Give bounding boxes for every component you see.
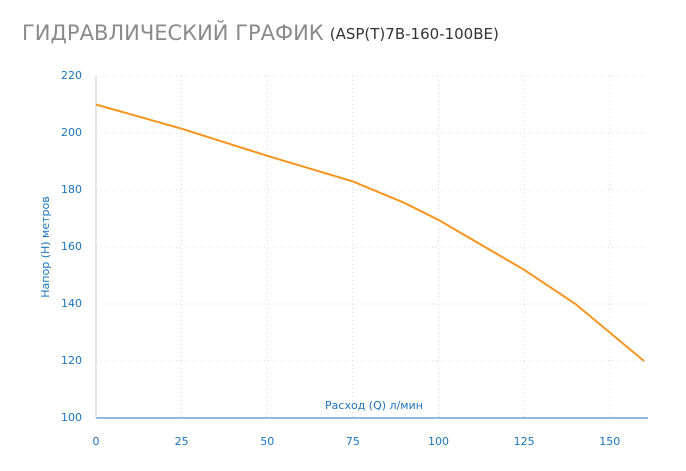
x-tick-label: 75 — [346, 435, 360, 448]
x-tick-label: 50 — [260, 435, 274, 448]
x-axis-label: Расход (Q) л/мин — [325, 399, 423, 412]
subtitle: (ASP(T)7B-160-100BE) — [330, 25, 499, 43]
y-tick-label: 120 — [61, 354, 82, 367]
y-tick-label: 220 — [61, 69, 82, 82]
y-tick-label: 100 — [61, 411, 82, 424]
y-tick-label: 140 — [61, 297, 82, 310]
x-tick-label: 25 — [175, 435, 189, 448]
x-tick-label: 0 — [93, 435, 100, 448]
y-tick-label: 200 — [61, 126, 82, 139]
y-tick-label: 160 — [61, 240, 82, 253]
x-tick-label: 100 — [428, 435, 449, 448]
title: ГИДРАВЛИЧЕСКИЙ ГРАФИК — [22, 20, 324, 45]
y-tick-label: 180 — [61, 183, 82, 196]
x-tick-label: 150 — [599, 435, 620, 448]
x-tick-label: 125 — [514, 435, 535, 448]
chart-title: ГИДРАВЛИЧЕСКИЙ ГРАФИК (ASP(T)7B-160-100BE… — [22, 20, 499, 45]
series-line — [95, 103, 645, 362]
y-axis-label: Напор (H) метров — [39, 196, 52, 297]
